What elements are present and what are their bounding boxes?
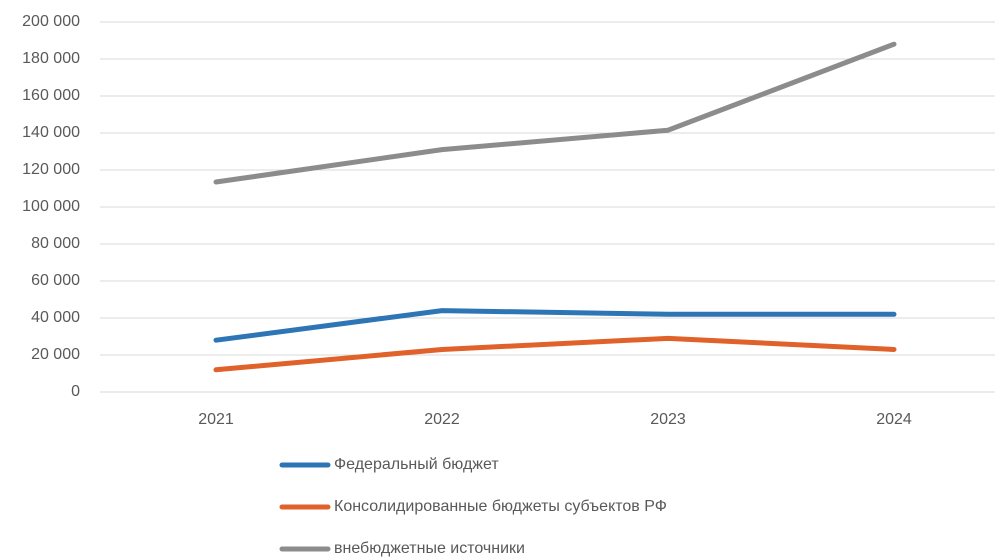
x-tick-label: 2023 [650, 411, 686, 428]
x-tick-label: 2022 [424, 411, 460, 428]
y-tick-label: 160 000 [22, 87, 80, 104]
series-line [213, 335, 897, 373]
y-tick-label: 180 000 [22, 50, 80, 67]
series-line [213, 41, 897, 185]
legend-label: Консолидированные бюджеты субъектов РФ [334, 498, 667, 515]
y-tick-label: 120 000 [22, 161, 80, 178]
legend-label: внебюджетные источники [334, 540, 525, 557]
y-tick-label: 140 000 [22, 124, 80, 141]
legend-label: Федеральный бюджет [334, 456, 499, 473]
x-tick-label: 2021 [198, 411, 234, 428]
series-line [213, 308, 897, 343]
y-tick-label: 80 000 [31, 235, 80, 252]
y-tick-label: 40 000 [31, 309, 80, 326]
x-tick-label: 2024 [876, 411, 912, 428]
y-tick-label: 60 000 [31, 272, 80, 289]
y-tick-label: 200 000 [22, 13, 80, 30]
y-tick-label: 20 000 [31, 346, 80, 363]
y-tick-label: 100 000 [22, 198, 80, 215]
y-tick-label: 0 [71, 383, 80, 400]
